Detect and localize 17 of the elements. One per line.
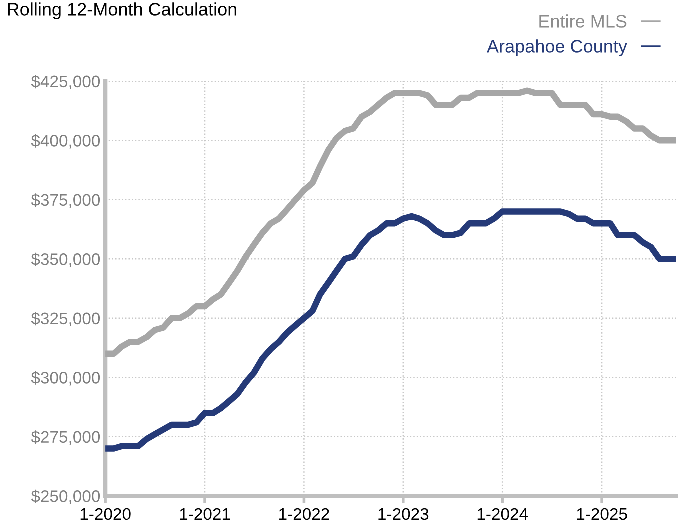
- legend-label: Arapahoe County: [487, 40, 628, 56]
- y-tick-label: $400,000: [31, 134, 100, 149]
- x-tick-label: 1-2023: [378, 508, 429, 520]
- y-tick-label: $250,000: [31, 490, 100, 504]
- y-tick-label: $375,000: [31, 194, 100, 208]
- x-tick-label: 1-2021: [180, 508, 230, 520]
- legend-label: Entire MLS: [540, 14, 627, 28]
- chart-title: Rolling 12-Month Calculation: [8, 2, 236, 20]
- y-tick-label: $425,000: [31, 75, 100, 90]
- y-tick-label: $300,000: [31, 371, 100, 386]
- y-tick-label: $350,000: [31, 252, 100, 268]
- x-tick-label: 1-2020: [80, 508, 131, 520]
- y-tick-label: $325,000: [31, 312, 100, 327]
- x-tick-label: 1-2022: [280, 508, 330, 520]
- x-tick-label: 1-2024: [478, 508, 528, 520]
- y-tick-label: $275,000: [31, 430, 100, 446]
- x-tick-label: 1-2025: [577, 508, 628, 520]
